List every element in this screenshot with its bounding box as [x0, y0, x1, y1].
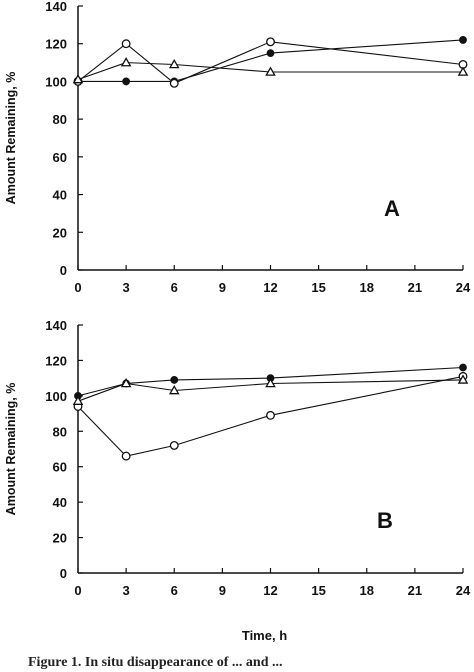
data-point-open-triangle [265, 377, 276, 388]
y-tick-label: 100 [45, 389, 67, 404]
data-point-open-triangle [72, 395, 84, 405]
x-tick-label: 21 [408, 583, 422, 598]
x-tick-label: 24 [456, 280, 471, 295]
x-tick-label: 9 [219, 280, 226, 295]
x-tick-label: 24 [456, 583, 471, 598]
y-tick-label: 40 [53, 495, 67, 510]
data-point-open-triangle [457, 66, 469, 76]
panel-label: A [384, 196, 400, 221]
data-point-open-triangle [168, 58, 180, 69]
y-tick-label: 140 [45, 0, 67, 14]
chart-panel-b: 0 20 40 60 80 100 120 140 0 3 6 9 12 15 18 21 24 Amount R… [4, 318, 471, 643]
y-tick-label: 60 [53, 460, 67, 475]
data-point-open-circle [266, 410, 275, 420]
y-tick-label: 140 [45, 318, 67, 333]
x-tick-label: 3 [123, 583, 130, 598]
x-tick-label: 6 [171, 583, 178, 598]
y-axis-title: Amount Remaining, % [4, 72, 18, 205]
data-point-open-circle [121, 39, 131, 49]
chart-panel-a: 0 20 40 60 80 100 120 140 0 3 6 9 12 15 18 21 24 Amount R… [4, 0, 471, 295]
y-tick-label: 0 [60, 566, 67, 581]
x-tick-label: 0 [74, 280, 81, 295]
y-tick-label: 80 [53, 112, 67, 127]
x-tick-label: 15 [311, 280, 325, 295]
y-tick-label: 40 [53, 188, 67, 203]
x-tick-label: 0 [74, 583, 81, 598]
data-point-open-triangle [120, 377, 132, 388]
data-point-filled-circle [459, 363, 467, 372]
y-tick-label: 120 [45, 37, 67, 52]
data-point-open-circle [169, 441, 179, 450]
x-tick-label: 12 [263, 583, 277, 598]
x-tick-label: 3 [123, 280, 130, 295]
data-point-open-circle [121, 451, 131, 461]
y-tick-label: 0 [60, 263, 67, 278]
y-tick-label: 120 [45, 353, 67, 368]
x-tick-label: 15 [311, 583, 325, 598]
data-point-filled-circle [266, 49, 275, 58]
y-tick-label: 100 [45, 74, 67, 89]
data-point-open-triangle [120, 57, 132, 67]
data-point-open-triangle [457, 374, 469, 384]
data-point-filled-circle [170, 376, 179, 384]
x-tick-label: 21 [408, 280, 422, 295]
x-tick-label: 12 [263, 280, 277, 295]
data-point-open-circle [169, 78, 179, 88]
figure-caption: Figure 1. In situ disappearance of ... a… [28, 655, 283, 670]
x-tick-label: 18 [360, 583, 374, 598]
y-tick-label: 20 [53, 225, 67, 240]
data-point-open-triangle [168, 385, 180, 395]
x-tick-label: 18 [360, 280, 374, 295]
y-tick-label: 60 [53, 150, 67, 165]
y-axis-title: Amount Remaining, % [4, 383, 18, 516]
data-point-open-circle [266, 37, 275, 47]
x-tick-label: 9 [219, 583, 226, 598]
x-tick-label: 6 [171, 280, 178, 295]
x-axis-title: Time, h [242, 628, 287, 643]
data-point-filled-circle [459, 36, 467, 44]
panel-label: B [377, 508, 393, 533]
data-point-filled-circle [122, 77, 131, 86]
y-tick-label: 80 [53, 424, 67, 439]
data-point-open-triangle [72, 74, 84, 84]
data-point-open-triangle [265, 66, 276, 76]
y-tick-label: 20 [53, 531, 67, 546]
